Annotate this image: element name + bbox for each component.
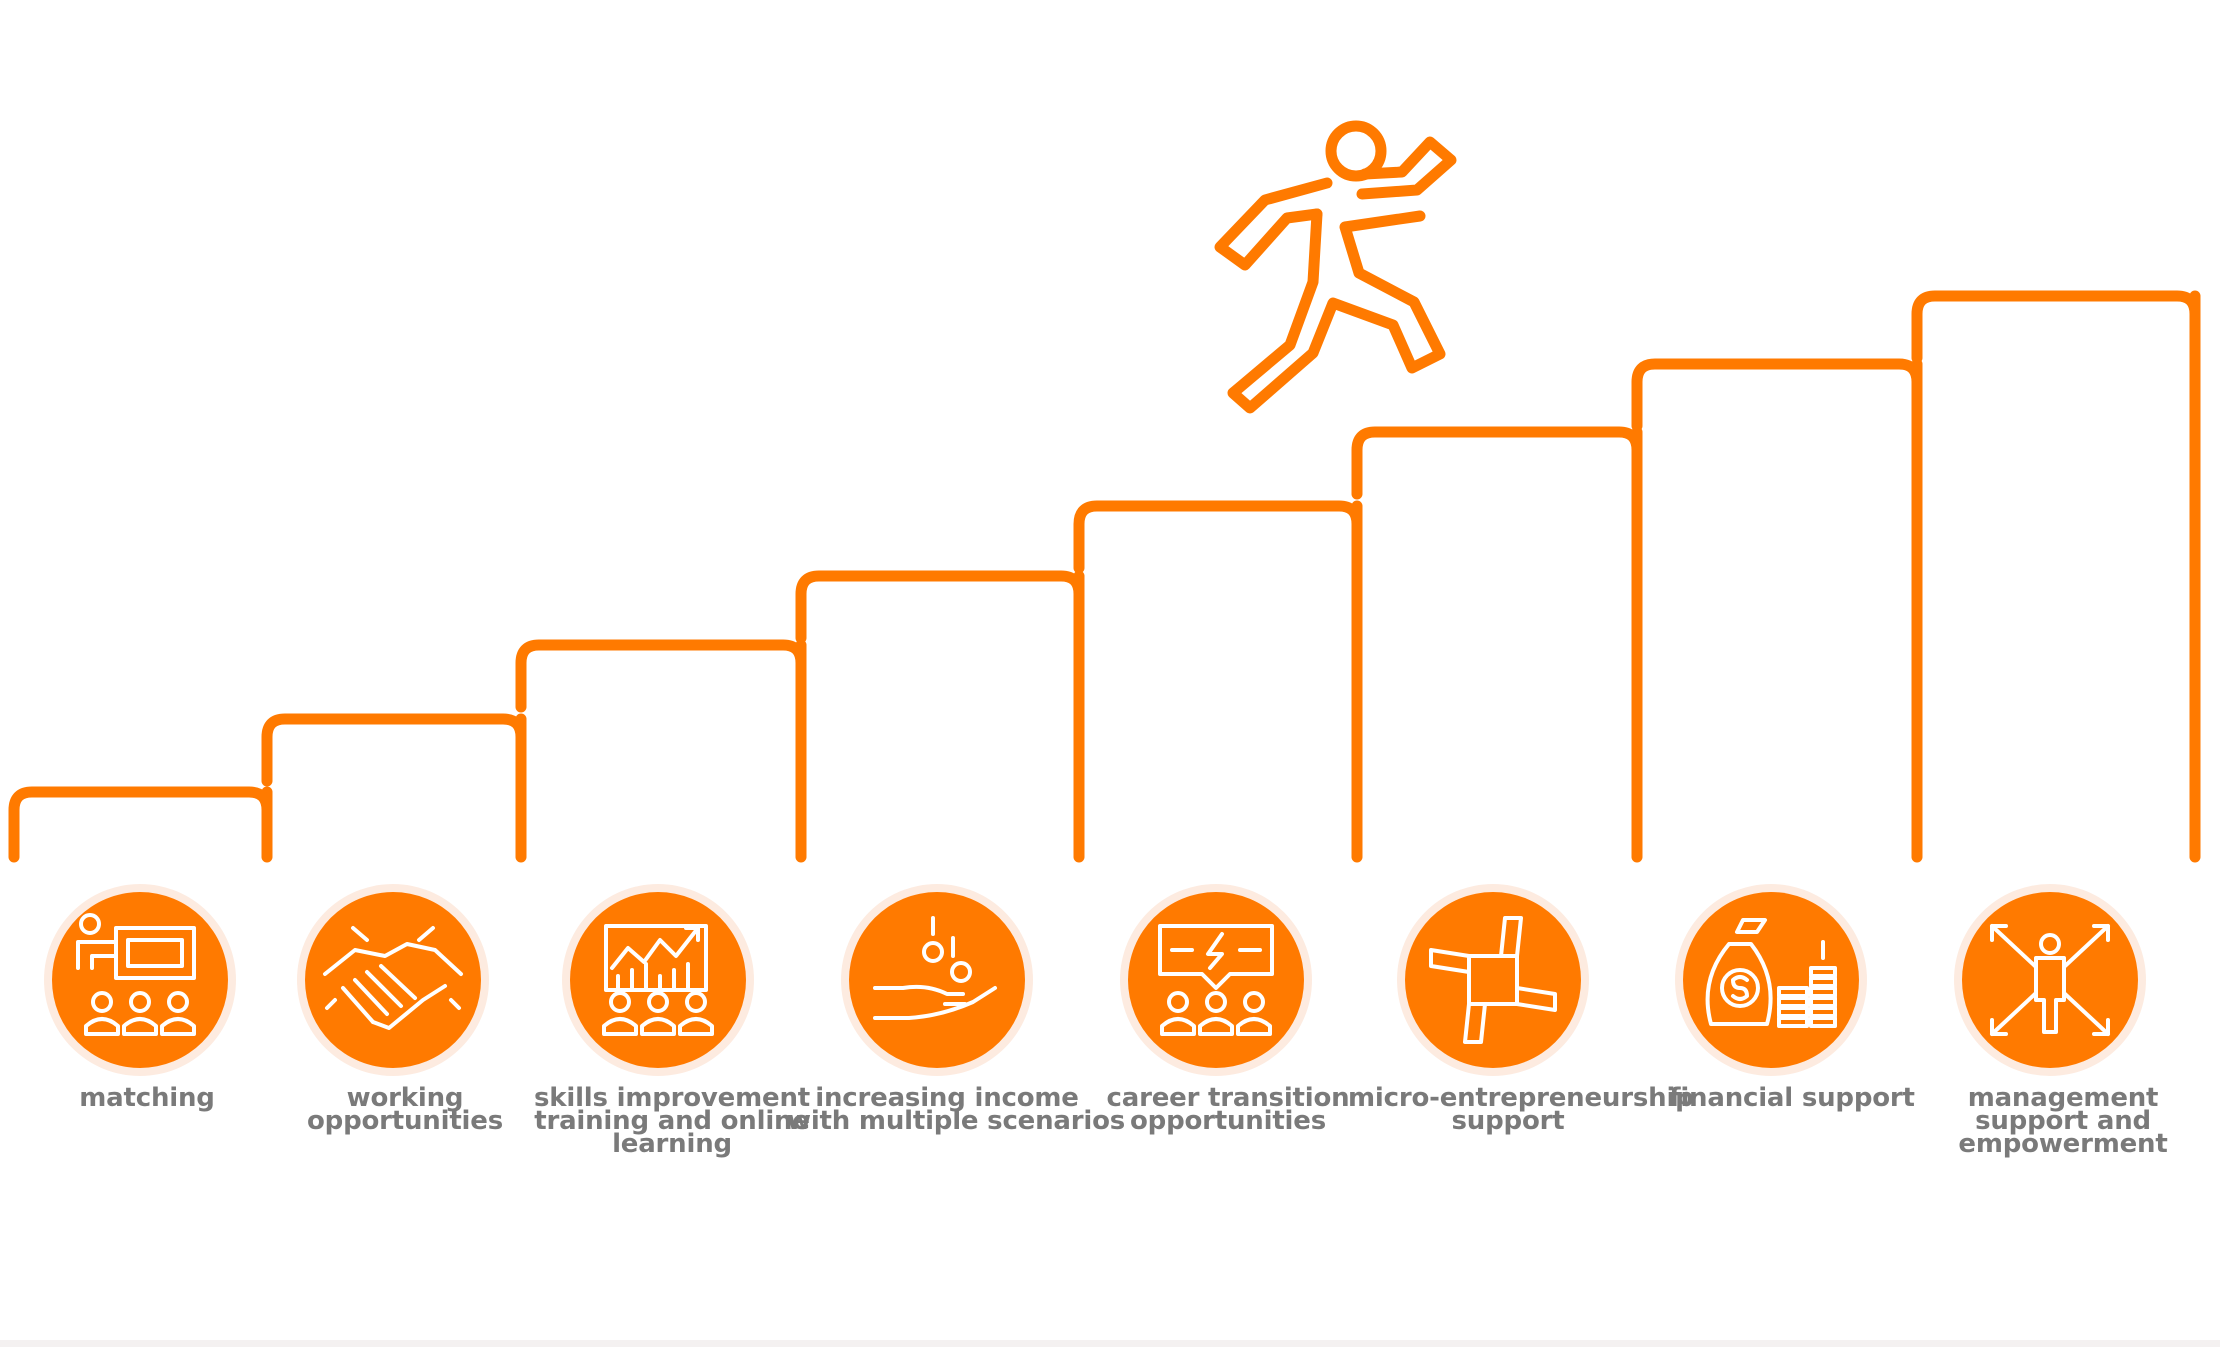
arrows-person-icon: [1954, 884, 2146, 1076]
step-label-line: empowerment: [1958, 1129, 2168, 1159]
step-label: financial support: [1632, 1083, 1952, 1113]
step-label-line: financial support: [1669, 1083, 1915, 1113]
step-label: career transition opportunities: [1068, 1083, 1388, 1136]
running-person-icon: [1214, 120, 1457, 414]
handshake-icon: [297, 884, 489, 1076]
step-label-line: micro-entrepreneurship: [1348, 1083, 1694, 1113]
step-label: working opportunities: [245, 1083, 565, 1136]
step-label-line: matching: [79, 1083, 215, 1113]
hand-coins-icon: [841, 884, 1033, 1076]
step-1: [8, 786, 273, 863]
presentation-icon: [44, 884, 236, 1076]
step-4: [795, 570, 1085, 644]
step-label: increasing income with multiple scenarios: [787, 1083, 1126, 1136]
step-label-line: support: [1451, 1106, 1565, 1136]
step-3: [515, 639, 807, 713]
joined-hands-icon: [1397, 884, 1589, 1076]
step-label-line: support and: [1975, 1106, 2151, 1136]
step-7: [1631, 358, 1923, 432]
step-5: [1073, 500, 1363, 574]
money-bag-icon: [1675, 884, 1867, 1076]
step-label-line: management: [1967, 1083, 2159, 1113]
step-label-line: with multiple scenarios: [787, 1106, 1126, 1136]
idea-board-icon: [1120, 884, 1312, 1076]
growth-chart-icon: [562, 884, 754, 1076]
step-label-line: opportunities: [307, 1106, 503, 1136]
step-icons: [44, 884, 2146, 1076]
step-label-line: training and online: [534, 1106, 810, 1136]
step-label: matching: [0, 1083, 307, 1113]
staircase-steps: [8, 290, 2201, 863]
bottom-divider: [0, 1340, 2220, 1347]
step-label: skills improvement training and online lea…: [512, 1083, 832, 1159]
step-label-line: career transition: [1106, 1083, 1350, 1113]
step-label: micro-entrepreneurship support: [1348, 1083, 1694, 1136]
step-label-line: opportunities: [1130, 1106, 1326, 1136]
step-label-line: skills improvement: [534, 1083, 810, 1113]
step-label: management support and empowerment: [1903, 1083, 2220, 1159]
step-label-line: increasing income: [815, 1083, 1079, 1113]
step-2: [261, 713, 527, 787]
step-6: [1351, 426, 1643, 500]
step-8: [1911, 290, 2201, 364]
step-label-line: working: [346, 1083, 464, 1113]
step-label-line: learning: [612, 1129, 732, 1159]
